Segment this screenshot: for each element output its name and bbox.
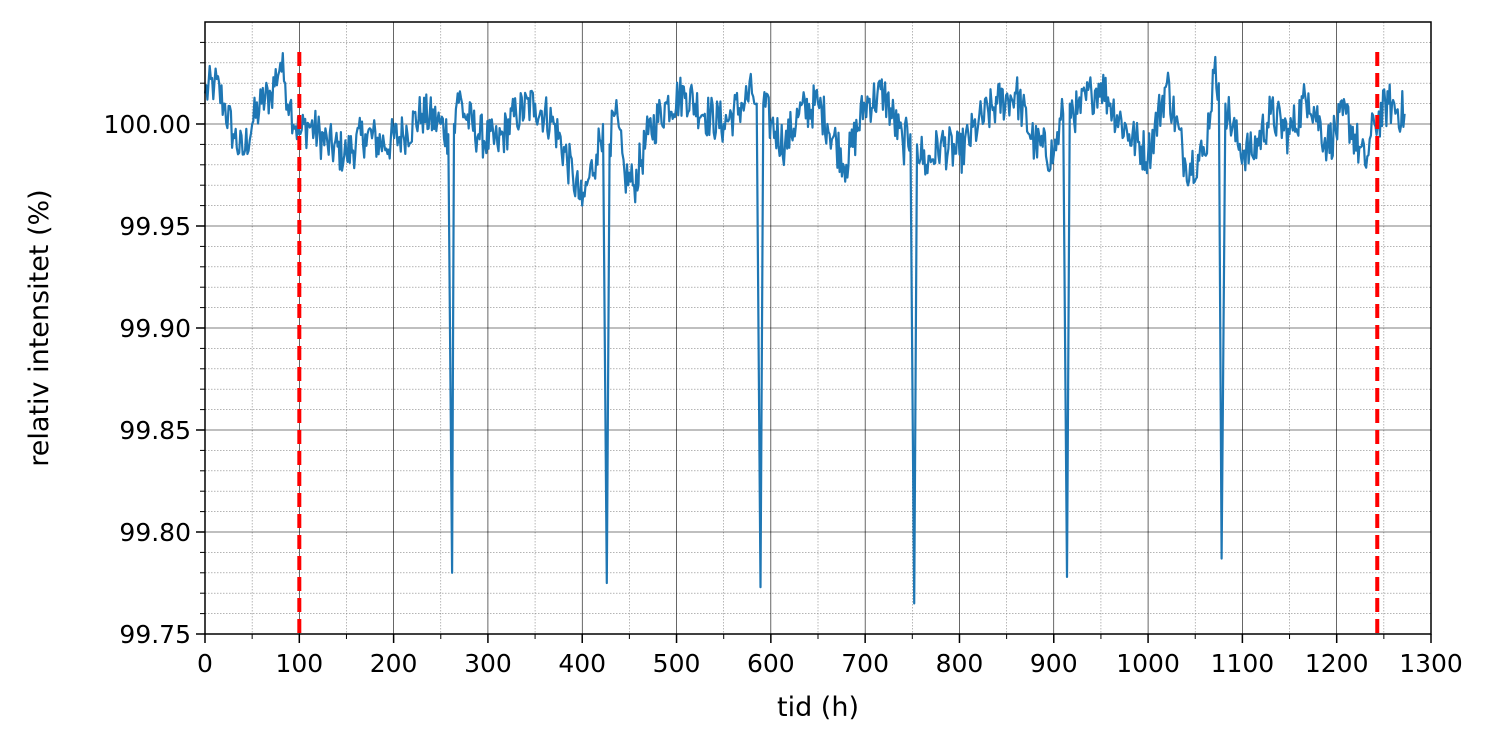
- y-axis-ticks: 99.75 99.80 99.85 99.90 99.95 100.00: [104, 41, 205, 649]
- x-tick-label: 900: [1030, 649, 1078, 678]
- x-tick-label: 1300: [1399, 649, 1463, 678]
- x-axis-label: tid (h): [777, 692, 859, 723]
- marker-layer: [297, 52, 1380, 634]
- x-tick-label: 100: [275, 649, 323, 678]
- x-tick-label: 200: [370, 649, 418, 678]
- y-tick-label: 99.80: [119, 518, 191, 547]
- x-tick-label: 0: [197, 649, 213, 678]
- x-axis-ticks: 0 100 200 300 400 500 600 700 800 900 1000 1100 1200…: [197, 634, 1463, 678]
- x-tick-label: 700: [841, 649, 889, 678]
- y-tick-label: 100.00: [104, 110, 191, 139]
- x-tick-label: 300: [464, 649, 512, 678]
- x-tick-label: 400: [558, 649, 606, 678]
- x-tick-label: 600: [747, 649, 795, 678]
- x-tick-label: 500: [653, 649, 701, 678]
- x-tick-label: 1100: [1211, 649, 1275, 678]
- series-line: [203, 52, 1406, 605]
- y-tick-label: 99.75: [119, 620, 191, 649]
- y-tick-label: 99.95: [119, 212, 191, 241]
- series-layer: [203, 52, 1406, 605]
- x-tick-label: 1000: [1116, 649, 1180, 678]
- x-tick-label: 800: [936, 649, 984, 678]
- y-axis-label: relativ intensitet (%): [24, 189, 55, 466]
- y-tick-label: 99.90: [119, 314, 191, 343]
- x-tick-label: 1200: [1305, 649, 1369, 678]
- y-tick-label: 99.85: [119, 416, 191, 445]
